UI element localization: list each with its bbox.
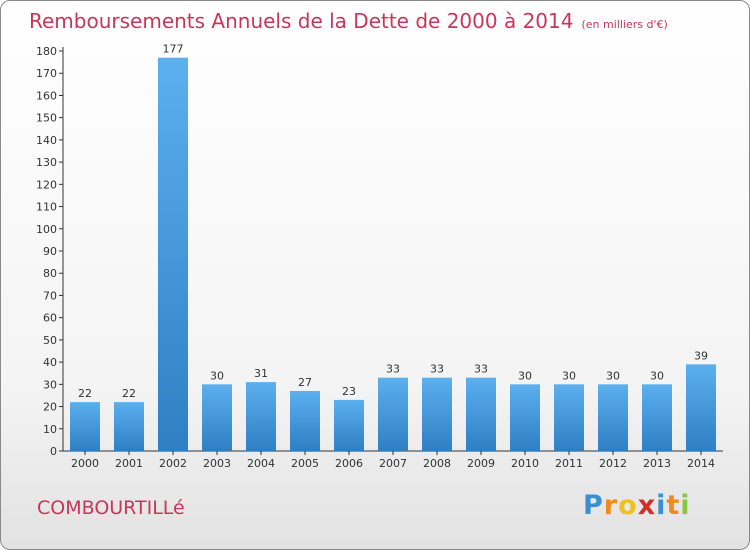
y-tick-label: 160 [36, 89, 57, 102]
y-tick-label: 20 [43, 401, 57, 414]
x-tick-label: 2002 [159, 457, 187, 470]
x-tick-label: 2008 [423, 457, 451, 470]
x-tick-label: 2005 [291, 457, 319, 470]
y-tick-label: 50 [43, 334, 57, 347]
y-tick-label: 140 [36, 134, 57, 147]
chart-title: Remboursements Annuels de la Dette de 20… [29, 9, 668, 33]
chart-subtitle: (en milliers d'€) [581, 18, 668, 31]
x-tick-label: 2012 [599, 457, 627, 470]
x-tick-label: 2007 [379, 457, 407, 470]
data-label: 33 [430, 363, 444, 376]
y-tick-label: 0 [50, 445, 57, 458]
data-label: 27 [298, 376, 312, 389]
bar [466, 377, 496, 451]
y-tick-label: 10 [43, 423, 57, 436]
bar [510, 384, 540, 451]
commune-name: COMBOURTILLé [37, 497, 185, 519]
x-tick-label: 2013 [643, 457, 671, 470]
data-label: 30 [518, 369, 532, 382]
logo-letter: o [618, 490, 638, 521]
data-label: 30 [210, 369, 224, 382]
y-tick-label: 70 [43, 289, 57, 302]
data-label: 22 [122, 387, 136, 400]
data-label: 177 [163, 43, 184, 56]
y-tick-label: 150 [36, 112, 57, 125]
bar [290, 391, 320, 451]
logo-letter: i [656, 490, 667, 521]
bar [598, 384, 628, 451]
x-tick-label: 2011 [555, 457, 583, 470]
bar [422, 377, 452, 451]
proxiti-logo: Proxiti [583, 490, 691, 521]
title-text: Remboursements Annuels de la Dette de 20… [29, 9, 574, 33]
bar [334, 399, 364, 451]
y-tick-label: 80 [43, 267, 57, 280]
logo-letter: x [637, 490, 657, 521]
x-tick-label: 2009 [467, 457, 495, 470]
y-tick-label: 110 [36, 201, 57, 214]
bar [114, 402, 144, 451]
data-label: 30 [562, 369, 576, 382]
bar [686, 364, 716, 451]
bar [246, 382, 276, 451]
data-label: 33 [386, 363, 400, 376]
data-label: 30 [606, 369, 620, 382]
bar [554, 384, 584, 451]
y-tick-label: 130 [36, 156, 57, 169]
bar [158, 57, 188, 452]
y-tick-label: 40 [43, 356, 57, 369]
y-tick-label: 100 [36, 223, 57, 236]
y-tick-label: 170 [36, 67, 57, 80]
x-tick-label: 2000 [71, 457, 99, 470]
y-tick-label: 120 [36, 178, 57, 191]
logo-letter: t [666, 490, 681, 521]
y-tick-label: 30 [43, 378, 57, 391]
x-tick-label: 2010 [511, 457, 539, 470]
data-label: 33 [474, 363, 488, 376]
bar [70, 402, 100, 451]
y-tick-label: 90 [43, 245, 57, 258]
y-tick-label: 60 [43, 312, 57, 325]
x-tick-label: 2003 [203, 457, 231, 470]
x-tick-label: 2004 [247, 457, 275, 470]
logo-letter: i [680, 490, 691, 521]
data-label: 31 [254, 367, 268, 380]
bar [642, 384, 672, 451]
x-tick-label: 2001 [115, 457, 143, 470]
data-label: 30 [650, 369, 664, 382]
bar [378, 377, 408, 451]
logo-letter: r [603, 490, 619, 521]
bar [202, 384, 232, 451]
y-tick-label: 180 [36, 45, 57, 58]
x-tick-label: 2014 [687, 457, 715, 470]
logo-letter: P [583, 490, 604, 521]
data-label: 22 [78, 387, 92, 400]
data-label: 39 [694, 349, 708, 362]
data-label: 23 [342, 385, 356, 398]
x-tick-label: 2006 [335, 457, 363, 470]
